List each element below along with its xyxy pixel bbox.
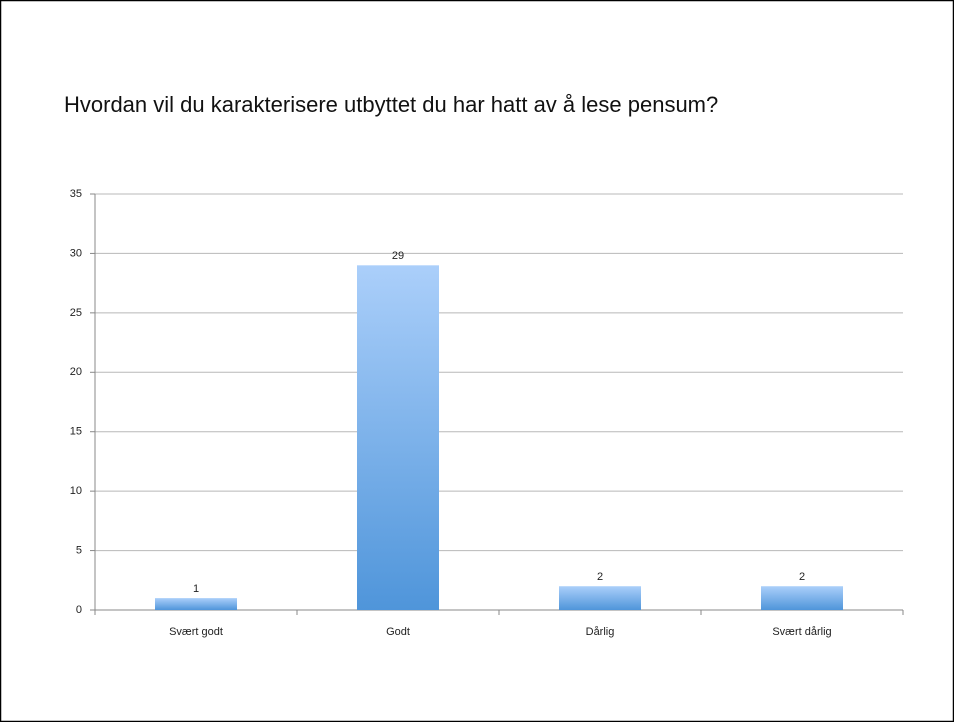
y-tick-label: 20 [70, 366, 82, 378]
y-tick-label: 15 [70, 426, 82, 438]
y-tick-label: 25 [70, 307, 82, 319]
data-label: 29 [392, 250, 404, 262]
x-tick-label: Dårlig [586, 626, 615, 638]
x-tick-label: Svært dårlig [772, 626, 831, 638]
y-tick-label: 0 [76, 604, 82, 616]
x-tick-label: Svært godt [169, 626, 223, 638]
data-label: 1 [193, 583, 199, 595]
bar [357, 265, 439, 610]
data-label: 2 [799, 571, 805, 583]
chart-title: Hvordan vil du karakterisere utbyttet du… [64, 92, 718, 117]
y-tick-label: 30 [70, 247, 82, 259]
y-tick-label: 5 [76, 544, 82, 556]
bar [155, 598, 237, 610]
y-tick-label: 35 [70, 188, 82, 200]
y-tick-label: 10 [70, 485, 82, 497]
data-label: 2 [597, 571, 603, 583]
bar [761, 586, 843, 610]
x-tick-label: Godt [386, 626, 410, 638]
bar [559, 586, 641, 610]
